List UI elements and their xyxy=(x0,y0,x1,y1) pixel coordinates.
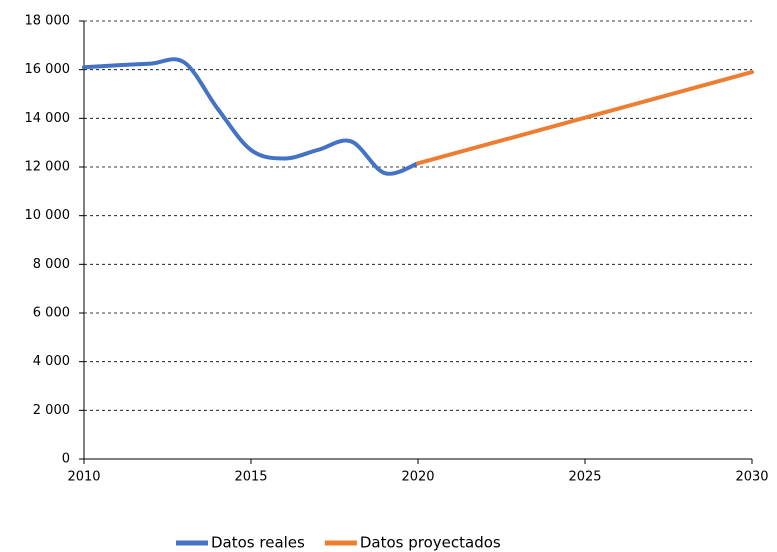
y-tick-label: 0 xyxy=(62,452,70,467)
line xyxy=(82,57,420,176)
y-tick-label: 16 000 xyxy=(25,62,71,77)
x-tick-label: 2010 xyxy=(67,470,100,485)
x-tick-label: 2020 xyxy=(401,470,434,485)
y-tick-label: 8 000 xyxy=(33,257,70,272)
y-tick-label: 14 000 xyxy=(25,111,71,126)
x-tick-label: 2030 xyxy=(735,470,768,485)
legend-label: Datos proyectados xyxy=(360,534,501,552)
line xyxy=(416,70,754,166)
x-tick-label: 2015 xyxy=(234,470,267,485)
y-tick-label: 10 000 xyxy=(25,208,71,223)
y-tick-label: 4 000 xyxy=(33,354,70,369)
x-tick-label: 2025 xyxy=(568,470,601,485)
y-tick-label: 18 000 xyxy=(25,14,71,29)
y-tick-label: 6 000 xyxy=(33,306,70,321)
legend-label: Datos reales xyxy=(211,534,305,552)
y-tick-label: 2 000 xyxy=(33,403,70,418)
y-tick-label: 12 000 xyxy=(25,160,71,175)
